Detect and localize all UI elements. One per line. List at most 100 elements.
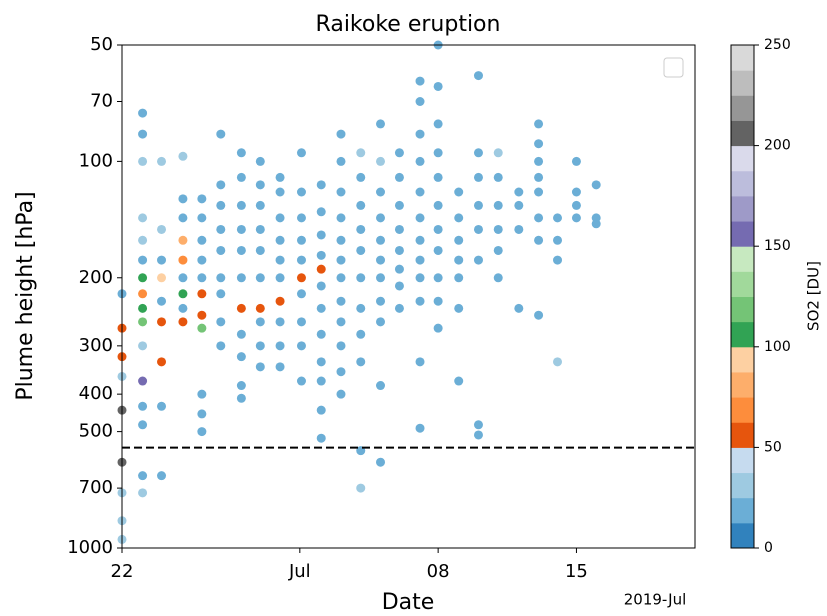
point (394, 264, 404, 274)
point (216, 224, 226, 234)
y-tick-label: 1000 (67, 537, 113, 558)
point (236, 329, 246, 339)
point (454, 235, 464, 245)
point (433, 273, 443, 283)
point (356, 357, 366, 367)
point (571, 213, 581, 223)
point (415, 76, 425, 86)
point (316, 264, 326, 274)
point (433, 148, 443, 158)
point (571, 187, 581, 197)
point (138, 401, 148, 411)
y-tick-label: 100 (79, 150, 113, 171)
point (473, 148, 483, 158)
point (178, 273, 188, 283)
colorbar-tick-label: 200 (764, 138, 791, 154)
colorbar-segment (731, 221, 754, 247)
point (157, 296, 167, 306)
point (514, 187, 524, 197)
colorbar-tick-label: 250 (764, 37, 791, 53)
point (255, 341, 265, 351)
colorbar-segment (731, 422, 754, 448)
point (356, 245, 366, 255)
point (216, 289, 226, 299)
point (591, 180, 601, 190)
point (394, 224, 404, 234)
point (157, 273, 167, 283)
point (197, 194, 207, 204)
point (178, 213, 188, 223)
point (433, 323, 443, 333)
point (534, 213, 544, 223)
colorbar-frame (730, 44, 755, 549)
point (255, 273, 265, 283)
colorbar-segment (731, 522, 754, 549)
point (454, 187, 464, 197)
colorbar-segment (731, 371, 754, 398)
point (415, 213, 425, 223)
point (275, 255, 285, 265)
point (376, 213, 386, 223)
point (336, 273, 346, 283)
point (275, 235, 285, 245)
point (275, 273, 285, 283)
x-tick-label: 08 (427, 561, 450, 582)
colorbar-segment (731, 170, 754, 197)
point (553, 255, 563, 265)
point (255, 224, 265, 234)
colorbar-segment (731, 45, 754, 71)
point (236, 303, 246, 313)
point (275, 362, 285, 372)
x-tick-label: Jul (288, 561, 311, 582)
point (376, 381, 386, 391)
point (553, 213, 563, 223)
y-tick-label: 500 (79, 421, 113, 442)
point (316, 376, 326, 386)
point (236, 273, 246, 283)
point (376, 187, 386, 197)
point (138, 273, 148, 283)
point (415, 255, 425, 265)
point (415, 187, 425, 197)
y-tick-label: 70 (90, 90, 113, 111)
point (296, 235, 306, 245)
point (296, 255, 306, 265)
point (336, 255, 346, 265)
point (415, 273, 425, 283)
plot-frame (121, 44, 696, 549)
point (356, 224, 366, 234)
point (336, 156, 346, 166)
point (571, 156, 581, 166)
point (138, 213, 148, 223)
point (356, 273, 366, 283)
point (197, 389, 207, 399)
point (138, 420, 148, 430)
point (415, 357, 425, 367)
point (433, 119, 443, 129)
point (296, 213, 306, 223)
point (138, 488, 148, 498)
point (275, 187, 285, 197)
point (138, 376, 148, 386)
point (255, 362, 265, 372)
point (255, 303, 265, 313)
point (534, 310, 544, 320)
colorbar-tick-label: 50 (764, 439, 782, 455)
point (236, 393, 246, 403)
point (178, 235, 188, 245)
point (255, 156, 265, 166)
point (454, 376, 464, 386)
point (138, 255, 148, 265)
point (296, 187, 306, 197)
point (197, 427, 207, 437)
point (454, 273, 464, 283)
point (336, 213, 346, 223)
point (376, 119, 386, 129)
point (157, 224, 167, 234)
point (316, 405, 326, 415)
point (356, 483, 366, 493)
point (415, 96, 425, 106)
point (493, 273, 503, 283)
point (296, 289, 306, 299)
